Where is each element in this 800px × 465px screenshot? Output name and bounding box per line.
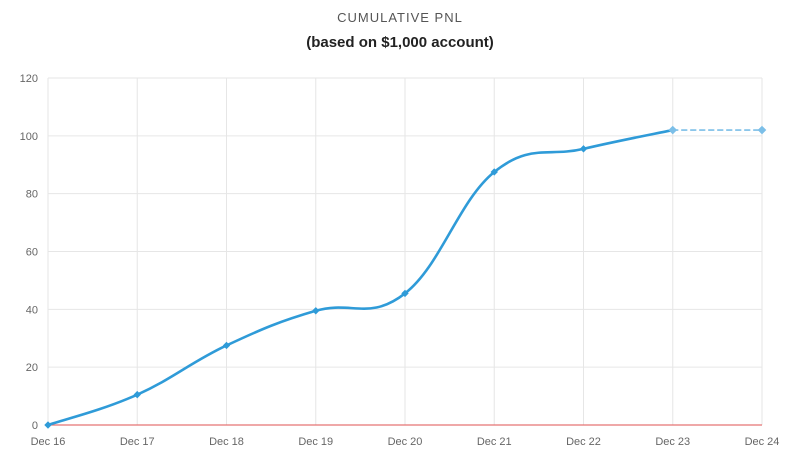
x-tick-label: Dec 20 xyxy=(388,436,423,448)
data-point xyxy=(579,145,588,153)
x-tick-label: Dec 24 xyxy=(745,436,780,448)
y-tick-label: 40 xyxy=(26,304,38,316)
y-tick-label: 20 xyxy=(26,362,38,374)
data-point xyxy=(222,341,231,350)
x-tick-label: Dec 19 xyxy=(298,436,333,448)
x-tick-label: Dec 21 xyxy=(477,436,512,448)
projected-data-point xyxy=(668,125,678,135)
y-tick-label: 60 xyxy=(26,247,38,259)
data-point xyxy=(44,421,52,429)
data-point xyxy=(490,168,498,176)
x-tick-label: Dec 17 xyxy=(120,436,155,448)
pnl-series-line xyxy=(46,128,675,427)
y-tick-label: 100 xyxy=(20,131,38,143)
y-tick-label: 0 xyxy=(32,420,38,432)
x-tick-label: Dec 18 xyxy=(209,436,244,448)
chart-title: CUMULATIVE PNL xyxy=(337,10,463,25)
axis-layer: 0 20 40 60 80 100 120 Dec 16 Dec 17 Dec 18 Dec 19 D… xyxy=(20,73,780,448)
chart-subtitle: (based on $1,000 account) xyxy=(306,34,494,51)
x-tick-label: Dec 22 xyxy=(566,436,601,448)
data-point xyxy=(133,390,141,399)
y-tick-label: 80 xyxy=(26,189,38,201)
point-layer xyxy=(44,125,767,429)
grid-layer xyxy=(47,77,763,426)
x-tick-label: Dec 23 xyxy=(655,436,690,448)
x-tick-label: Dec 16 xyxy=(31,436,66,448)
data-point xyxy=(401,289,409,298)
y-tick-label: 120 xyxy=(20,73,38,85)
series-layer xyxy=(46,128,763,427)
projected-data-point xyxy=(757,125,767,135)
data-point xyxy=(312,307,320,315)
